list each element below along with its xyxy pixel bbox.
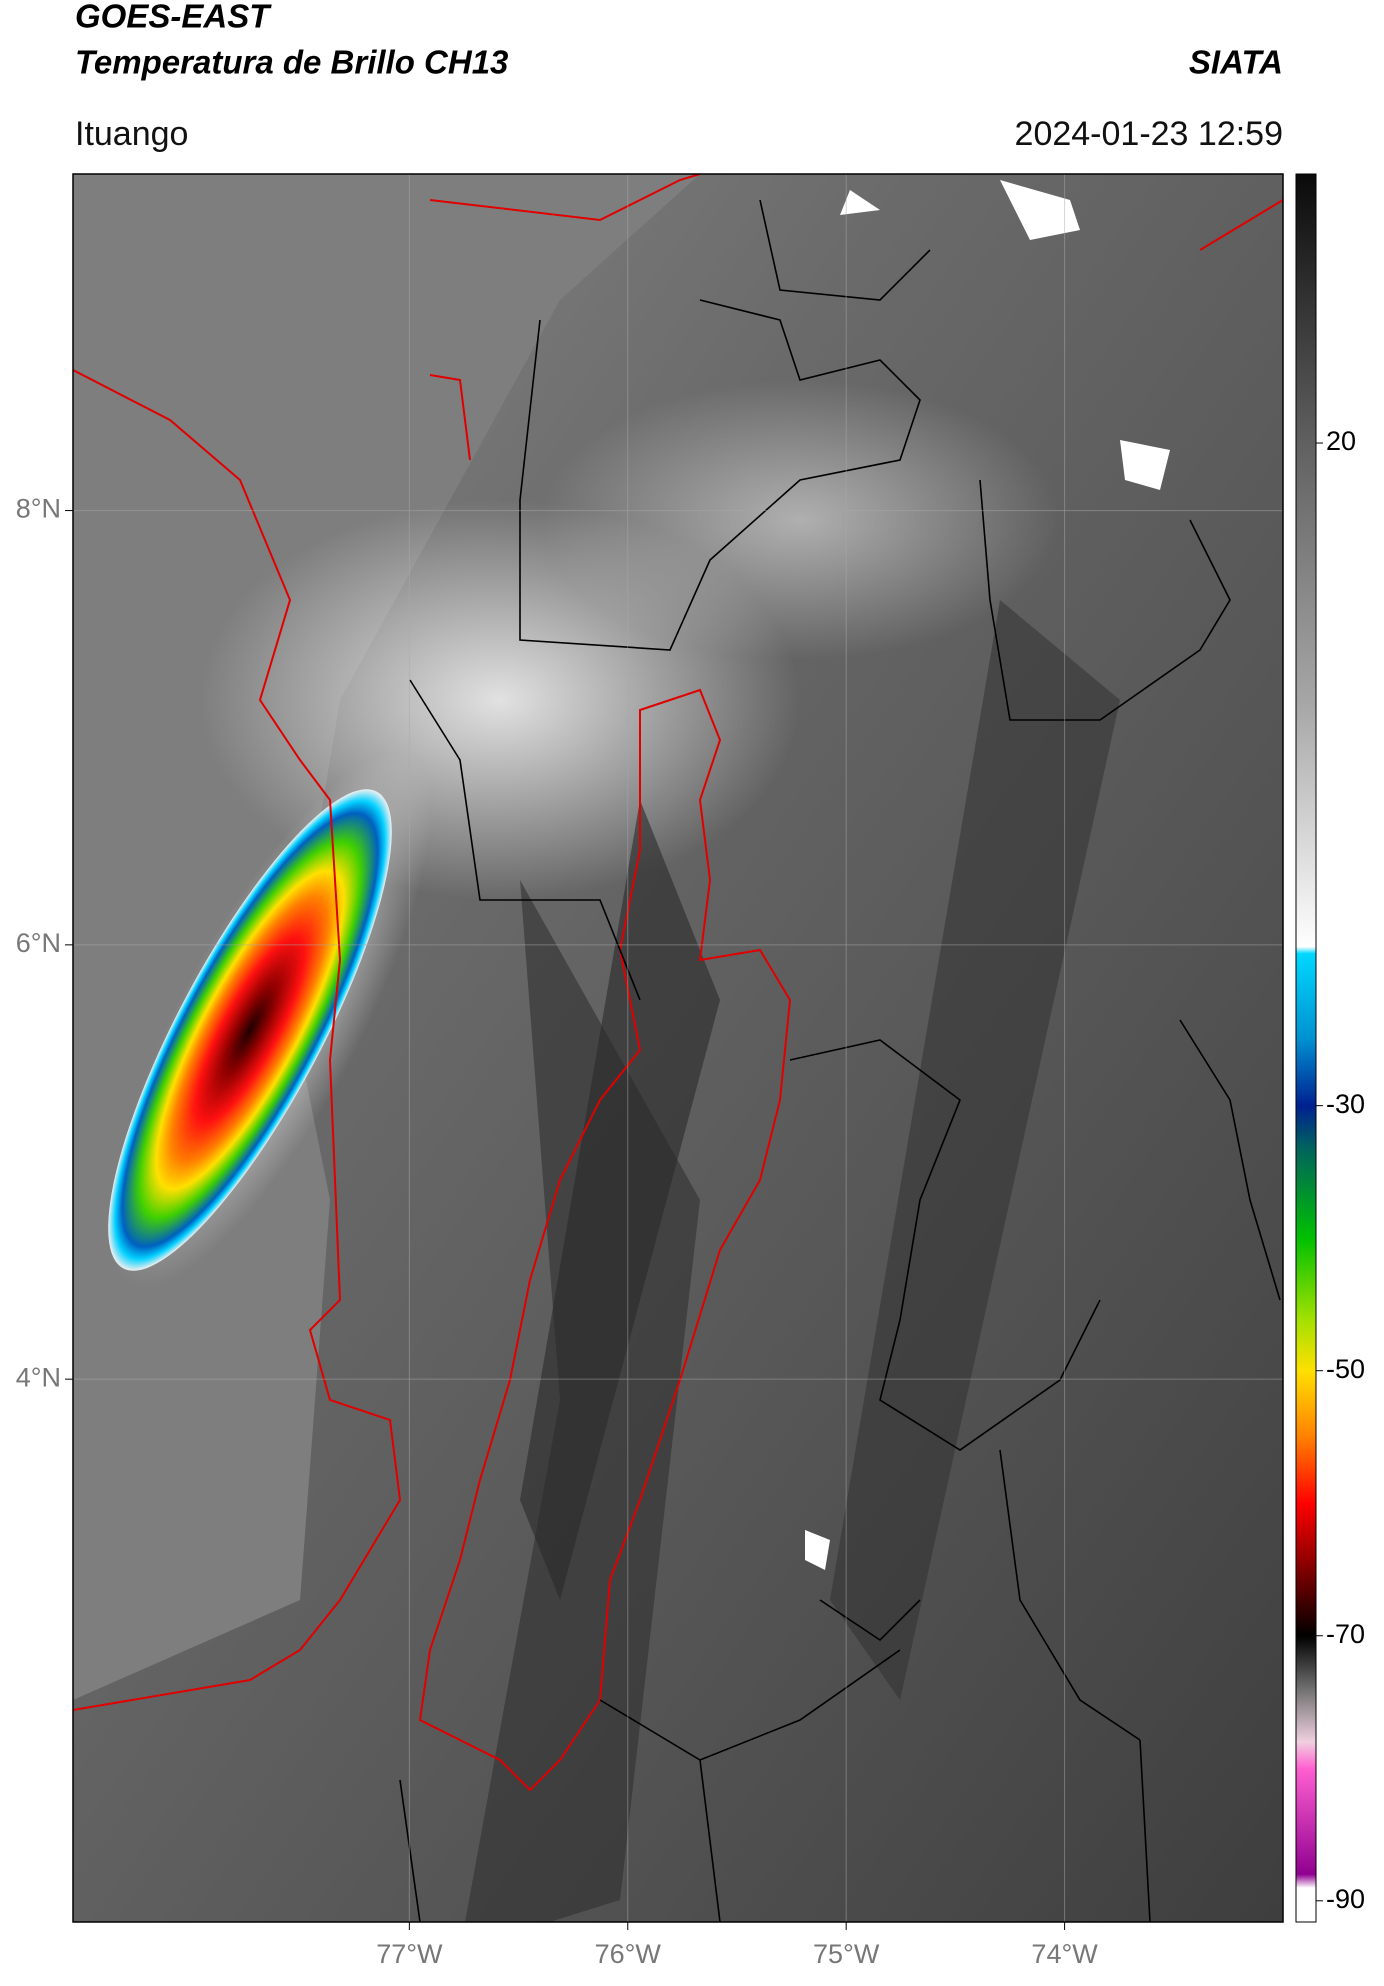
colorbar-tick-label: -50 xyxy=(1326,1354,1365,1384)
x-tick-label: 75°W xyxy=(813,1939,880,1969)
place: Ituango xyxy=(75,115,188,153)
colorbar-segment xyxy=(1296,1768,1316,1875)
colorbar-segment xyxy=(1296,1569,1316,1637)
subtitle: Temperatura de Brillo CH13 xyxy=(75,44,508,81)
colorbar-tick-label: 20 xyxy=(1326,426,1356,456)
y-tick-label: 8°N xyxy=(16,494,61,524)
colorbar-segment xyxy=(1296,1317,1316,1372)
region-boundary xyxy=(418,688,792,1792)
colorbar-segment xyxy=(1296,1635,1316,1690)
date: 2024-01-23 12:59 xyxy=(1015,115,1283,153)
coastline xyxy=(73,174,1283,1711)
colorbar-segment xyxy=(1296,1238,1316,1319)
map-image xyxy=(73,174,1283,1922)
colorbar-segment xyxy=(1296,443,1316,709)
colorbar-segment xyxy=(1296,1887,1316,1923)
colorbar-tick-label: -30 xyxy=(1326,1089,1365,1119)
colorbar-tick-label: -90 xyxy=(1326,1884,1365,1914)
colorbar-segment xyxy=(1296,1105,1316,1146)
ocean xyxy=(73,174,700,1700)
x-tick-label: 77°W xyxy=(376,1939,443,1969)
colorbar-frame xyxy=(1295,173,1317,1923)
colorbar-segment xyxy=(1296,946,1316,954)
title: GOES-EAST xyxy=(75,0,272,35)
y-tick-label: 4°N xyxy=(16,1362,61,1392)
colorbar-segment xyxy=(1296,1503,1316,1570)
x-tick-label: 76°W xyxy=(595,1939,662,1969)
colorbar-segment xyxy=(1296,1741,1316,1769)
colorbar-segment xyxy=(1296,1688,1316,1743)
department-boundary xyxy=(399,199,1281,1922)
colorbar-segment xyxy=(1296,1874,1316,1889)
brand: SIATA xyxy=(1189,44,1283,81)
mountain-shadow xyxy=(830,600,1120,1700)
colorbar-segment xyxy=(1296,1436,1316,1504)
colorbar-segment xyxy=(1296,1039,1316,1107)
colorbar-segment xyxy=(1296,1145,1316,1239)
colorbar: 20 -30 -50 -70 -90 xyxy=(1295,173,1365,1923)
cloud xyxy=(540,380,1060,660)
x-tick-label: 74°W xyxy=(1031,1939,1098,1969)
colorbar-segment xyxy=(1296,953,1316,1040)
colorbar-segment xyxy=(1296,174,1316,444)
graticule: 77°W 76°W 75°W 74°W 8°N 6°N 4°N xyxy=(16,174,1283,1969)
map-frame xyxy=(72,173,1284,1923)
mountain-shadow xyxy=(520,800,720,1600)
y-tick-label: 6°N xyxy=(16,928,61,958)
colorbar-segment xyxy=(1296,1370,1316,1438)
storm-cloud xyxy=(108,789,392,1271)
colorbar-segment xyxy=(1296,708,1316,948)
colorbar-tick-label: -70 xyxy=(1326,1619,1365,1649)
